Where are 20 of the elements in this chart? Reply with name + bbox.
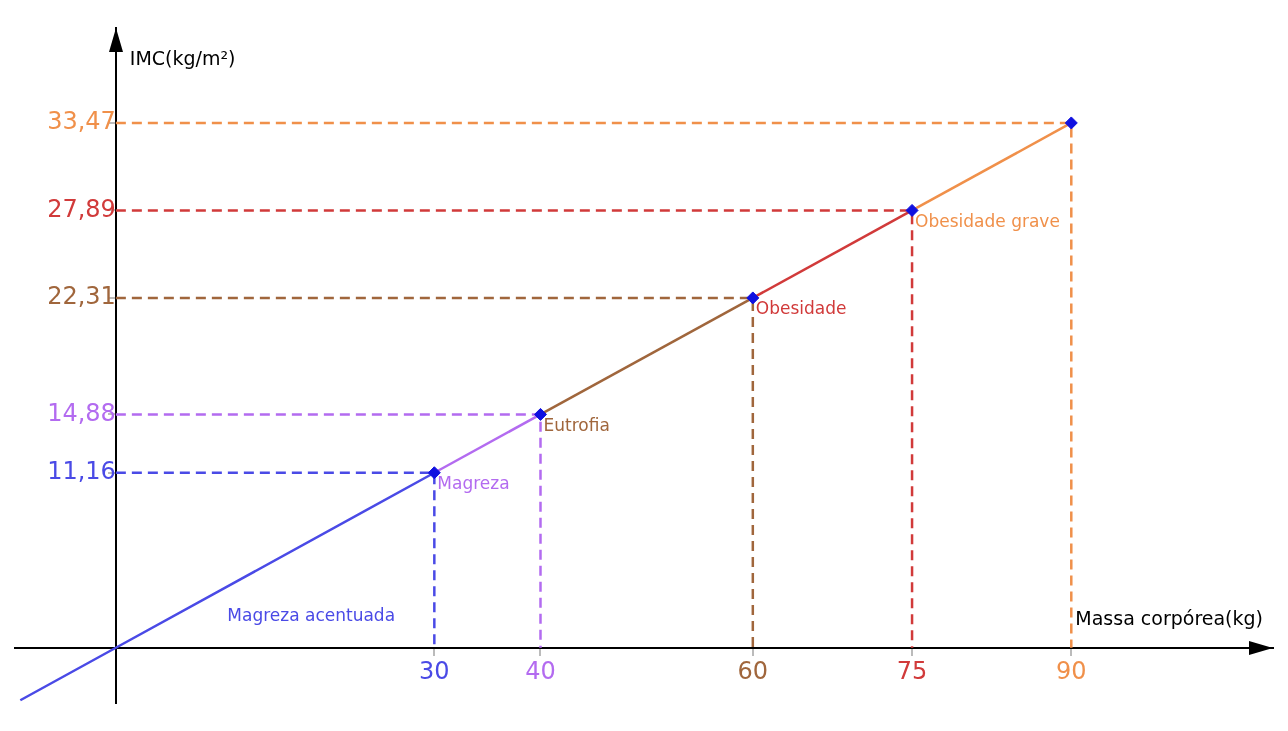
y-tick-label: 27,89	[47, 194, 116, 223]
y-axis-title: IMC(kg/m²)	[129, 47, 236, 70]
series-label: Eutrofia	[543, 414, 610, 435]
series-label: Magreza acentuada	[227, 604, 396, 625]
x-tick-label: 60	[737, 657, 769, 686]
x-tick-label: 30	[419, 657, 450, 686]
point	[427, 466, 441, 480]
y-tick-label: 22,31	[47, 282, 116, 311]
y-tick-label: 11,16	[47, 456, 116, 485]
point	[1064, 116, 1078, 130]
point	[533, 407, 547, 421]
series-label: Obesidade grave	[915, 210, 1060, 231]
x-tick-label: 75	[896, 657, 928, 686]
y-tick-label: 14,88	[47, 398, 116, 427]
series-label: Obesidade	[755, 298, 847, 319]
y-tick-label: 33,47	[47, 107, 116, 136]
x-axis-title: Massa corpórea(kg)	[1075, 606, 1263, 629]
series-label: Magreza	[437, 473, 510, 494]
x-tick-label: 40	[525, 657, 556, 686]
x-tick-label: 90	[1056, 657, 1087, 686]
